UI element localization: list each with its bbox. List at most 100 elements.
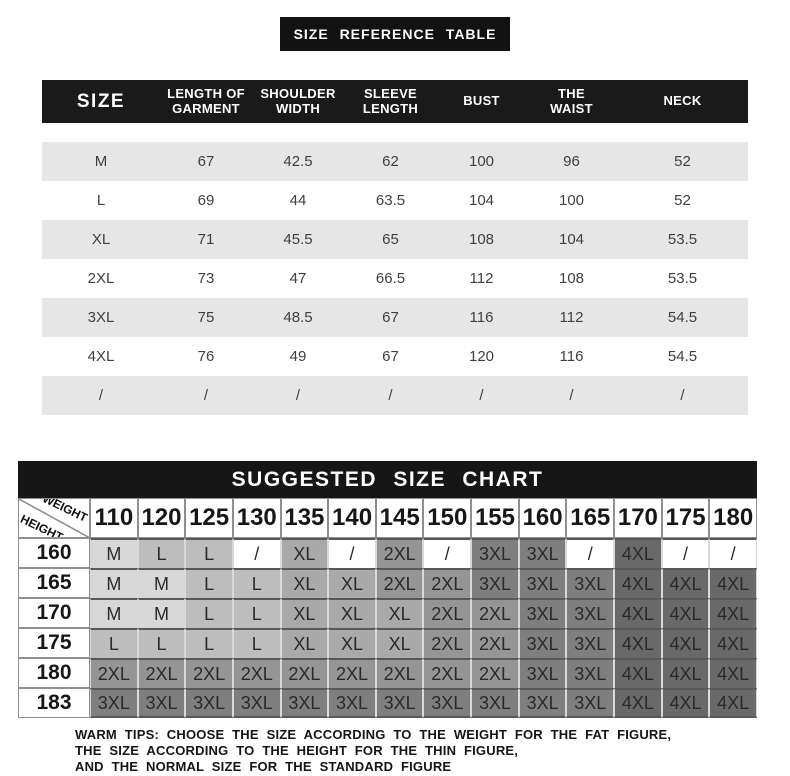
- table-row: XL 71 45.5 65 108 104 53.5: [42, 220, 748, 259]
- size-cell: XL: [328, 628, 376, 658]
- size-ref-cell: 71: [197, 231, 215, 248]
- size-cell: /: [328, 538, 376, 568]
- size-ref-cell: 108: [468, 231, 495, 248]
- weight-header-cell: 130: [232, 498, 281, 538]
- size-ref-cell: XL: [91, 231, 111, 248]
- size-ref-cell: 42.5: [283, 153, 313, 170]
- size-cell: 2XL: [423, 628, 472, 658]
- size-cell: /: [661, 538, 710, 568]
- size-cell: 4XL: [661, 658, 710, 688]
- size-ref-cell: /: [98, 387, 104, 404]
- table-row: / / / / / / /: [42, 376, 748, 415]
- size-ref-cell: /: [295, 387, 301, 404]
- matrix-row: 183 3XL 3XL 3XL 3XL 3XL 3XL 3XL 3XL 3XL 3XL 3XL 4XL 4…: [18, 688, 757, 718]
- size-reference-body: M 67 42.5 62 100 96 52 L 69 44 63.5 104 100 52 XL 71 45.…: [42, 142, 748, 415]
- weight-height-corner-cell: WEIGHT HEIGHT: [18, 498, 90, 538]
- size-cell: 2XL: [375, 658, 424, 688]
- size-cell: 2XL: [375, 568, 424, 598]
- column-header: LENGTH OF GARMENT: [167, 85, 245, 116]
- size-ref-cell: 104: [468, 192, 495, 209]
- size-cell: 2XL: [471, 628, 519, 658]
- weight-header-cell: 135: [280, 498, 329, 538]
- table-row: 3XL 75 48.5 67 116 112 54.5: [42, 298, 748, 337]
- size-cell: 3XL: [185, 688, 233, 718]
- size-cell: /: [232, 538, 281, 568]
- size-ref-cell: /: [479, 387, 484, 404]
- size-cell: 3XL: [566, 658, 615, 688]
- matrix-row: 160 M L L / XL/2XL/3XL 3XL/4XL / /: [18, 538, 757, 568]
- size-cell: XL: [280, 538, 329, 568]
- size-ref-cell: M: [94, 153, 108, 170]
- size-cell: 3XL: [375, 688, 424, 718]
- size-cell: XL: [280, 628, 329, 658]
- weight-header-cell: 165: [566, 498, 615, 538]
- table-row: M 67 42.5 62 100 96 52: [42, 142, 748, 181]
- table-row: 4XL 76 49 67 120 116 54.5: [42, 337, 748, 376]
- size-cell: M: [90, 598, 138, 628]
- suggested-size-chart-title: SUGGESTED SIZE CHART: [18, 461, 757, 498]
- weight-header-cell: 145: [375, 498, 424, 538]
- weight-header-cell: 150: [423, 498, 472, 538]
- size-cell: 3XL: [232, 688, 281, 718]
- size-cell: L: [137, 628, 186, 658]
- size-cell: 2XL: [423, 598, 472, 628]
- size-ref-cell: 2XL: [87, 270, 115, 287]
- size-ref-cell: 3XL: [87, 309, 115, 326]
- size-cell: 2XL: [423, 658, 472, 688]
- size-cell: 2XL: [328, 658, 376, 688]
- size-cell: L: [185, 538, 233, 568]
- size-cell: 4XL: [709, 628, 757, 658]
- size-cell: 2XL: [471, 598, 519, 628]
- size-cell: 2XL: [185, 658, 233, 688]
- size-cell: 3XL: [471, 568, 519, 598]
- weight-header-cell: 170: [614, 498, 662, 538]
- size-cell: 3XL: [518, 688, 567, 718]
- size-cell: L: [232, 598, 281, 628]
- size-cell: 2XL: [375, 538, 424, 568]
- size-cell: 3XL: [518, 568, 567, 598]
- size-cell: L: [232, 628, 281, 658]
- height-label-cell: 183: [18, 688, 90, 718]
- size-cell: L: [232, 568, 281, 598]
- size-cell: 2XL: [471, 658, 519, 688]
- size-ref-cell: 65: [382, 231, 399, 248]
- size-ref-cell: 100: [468, 153, 495, 170]
- size-cell: XL: [328, 568, 376, 598]
- size-ref-cell: 62: [382, 153, 399, 170]
- size-ref-cell: 76: [197, 348, 215, 365]
- size-cell: M: [90, 538, 138, 568]
- size-reference-header-row: SIZE LENGTH OF GARMENT SHOULDER WIDTH SLEEVE L…: [42, 80, 748, 123]
- size-ref-cell: 67: [197, 153, 215, 170]
- size-cell: 3XL: [137, 688, 186, 718]
- column-header: SHOULDER WIDTH: [260, 85, 336, 116]
- size-ref-cell: 54.5: [667, 309, 698, 326]
- size-cell: 4XL: [614, 598, 662, 628]
- size-cell: 4XL: [661, 598, 710, 628]
- size-cell: 4XL: [709, 688, 757, 718]
- weight-header-cell: 175: [661, 498, 710, 538]
- size-cell: 4XL: [661, 568, 710, 598]
- height-label-cell: 170: [18, 598, 90, 628]
- size-ref-cell: 116: [559, 348, 584, 365]
- size-cell: 3XL: [566, 628, 615, 658]
- size-cell: 4XL: [709, 568, 757, 598]
- matrix-row: 175 L L L L XL XL XL 2XL 2XL 3XL 3XL 4XL 4XL 4XL: [18, 628, 757, 658]
- warm-tips-line: AND THE NORMAL SIZE FOR THE STANDARD FIG…: [75, 759, 452, 775]
- size-cell: /: [709, 538, 757, 568]
- size-ref-cell: 63.5: [375, 192, 406, 209]
- size-cell: L: [185, 598, 233, 628]
- size-ref-cell: 67: [382, 348, 399, 365]
- table-row: L 69 44 63.5 104 100 52: [42, 181, 748, 220]
- size-ref-cell: 116: [469, 309, 494, 326]
- size-cell: 4XL: [614, 688, 662, 718]
- height-label-cell: 165: [18, 568, 90, 598]
- size-cell: 2XL: [137, 658, 186, 688]
- size-ref-cell: 47: [289, 270, 307, 287]
- size-cell: 3XL: [471, 688, 519, 718]
- size-ref-cell: 49: [289, 348, 307, 365]
- size-ref-cell: 120: [468, 348, 495, 365]
- size-cell: 4XL: [661, 688, 710, 718]
- size-cell: 2XL: [423, 568, 472, 598]
- size-cell: XL: [375, 628, 424, 658]
